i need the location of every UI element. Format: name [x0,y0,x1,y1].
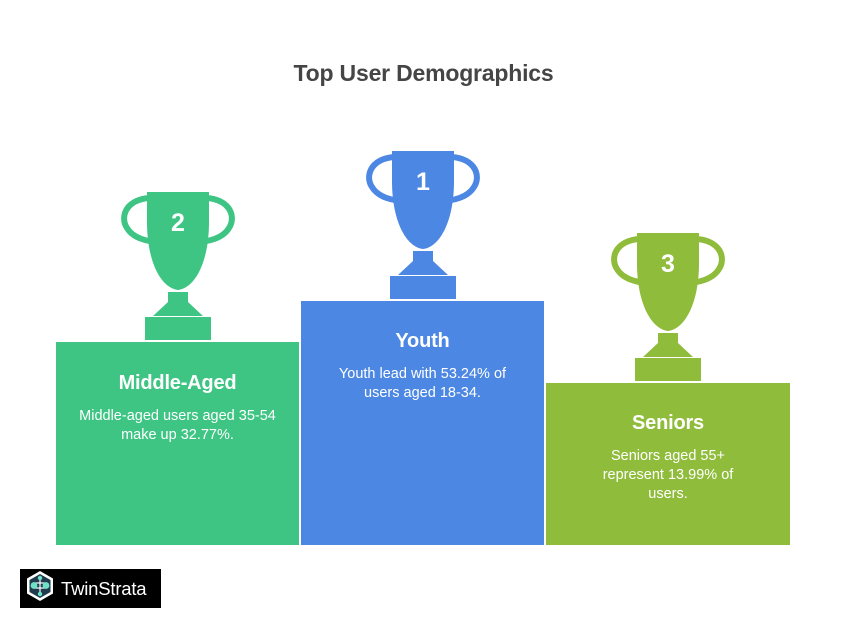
trophy-icon-rank-3: 3 [607,233,729,381]
podium-block-seniors: Seniors Seniors aged 55+ represent 13.99… [546,383,790,545]
podium-block-middle-aged: Middle-Aged Middle-aged users aged 35-54… [56,342,299,545]
logo-text: TwinStrata [61,577,147,599]
page-title: Top User Demographics [293,60,554,86]
podium-description: Seniors aged 55+ represent 13.99% of use… [602,448,734,502]
rank-number: 1 [416,168,430,196]
twinstrata-logo: TwinStrata [20,569,161,608]
podium-label: Youth [395,330,450,352]
rank-number: 2 [171,209,185,237]
podium-label: Seniors [632,412,704,434]
network-hexagon-icon [24,570,56,607]
rank-number: 3 [661,250,675,278]
trophy-icon-rank-2: 2 [117,192,239,340]
podium-block-youth: Youth Youth lead with 53.24% of users ag… [301,301,544,545]
podium-label: Middle-Aged [118,372,237,394]
podium-description: Middle-aged users aged 35-54 make up 32.… [79,408,276,443]
podium-description: Youth lead with 53.24% of users aged 18-… [338,366,507,401]
trophy-icon-rank-1: 1 [362,151,484,299]
